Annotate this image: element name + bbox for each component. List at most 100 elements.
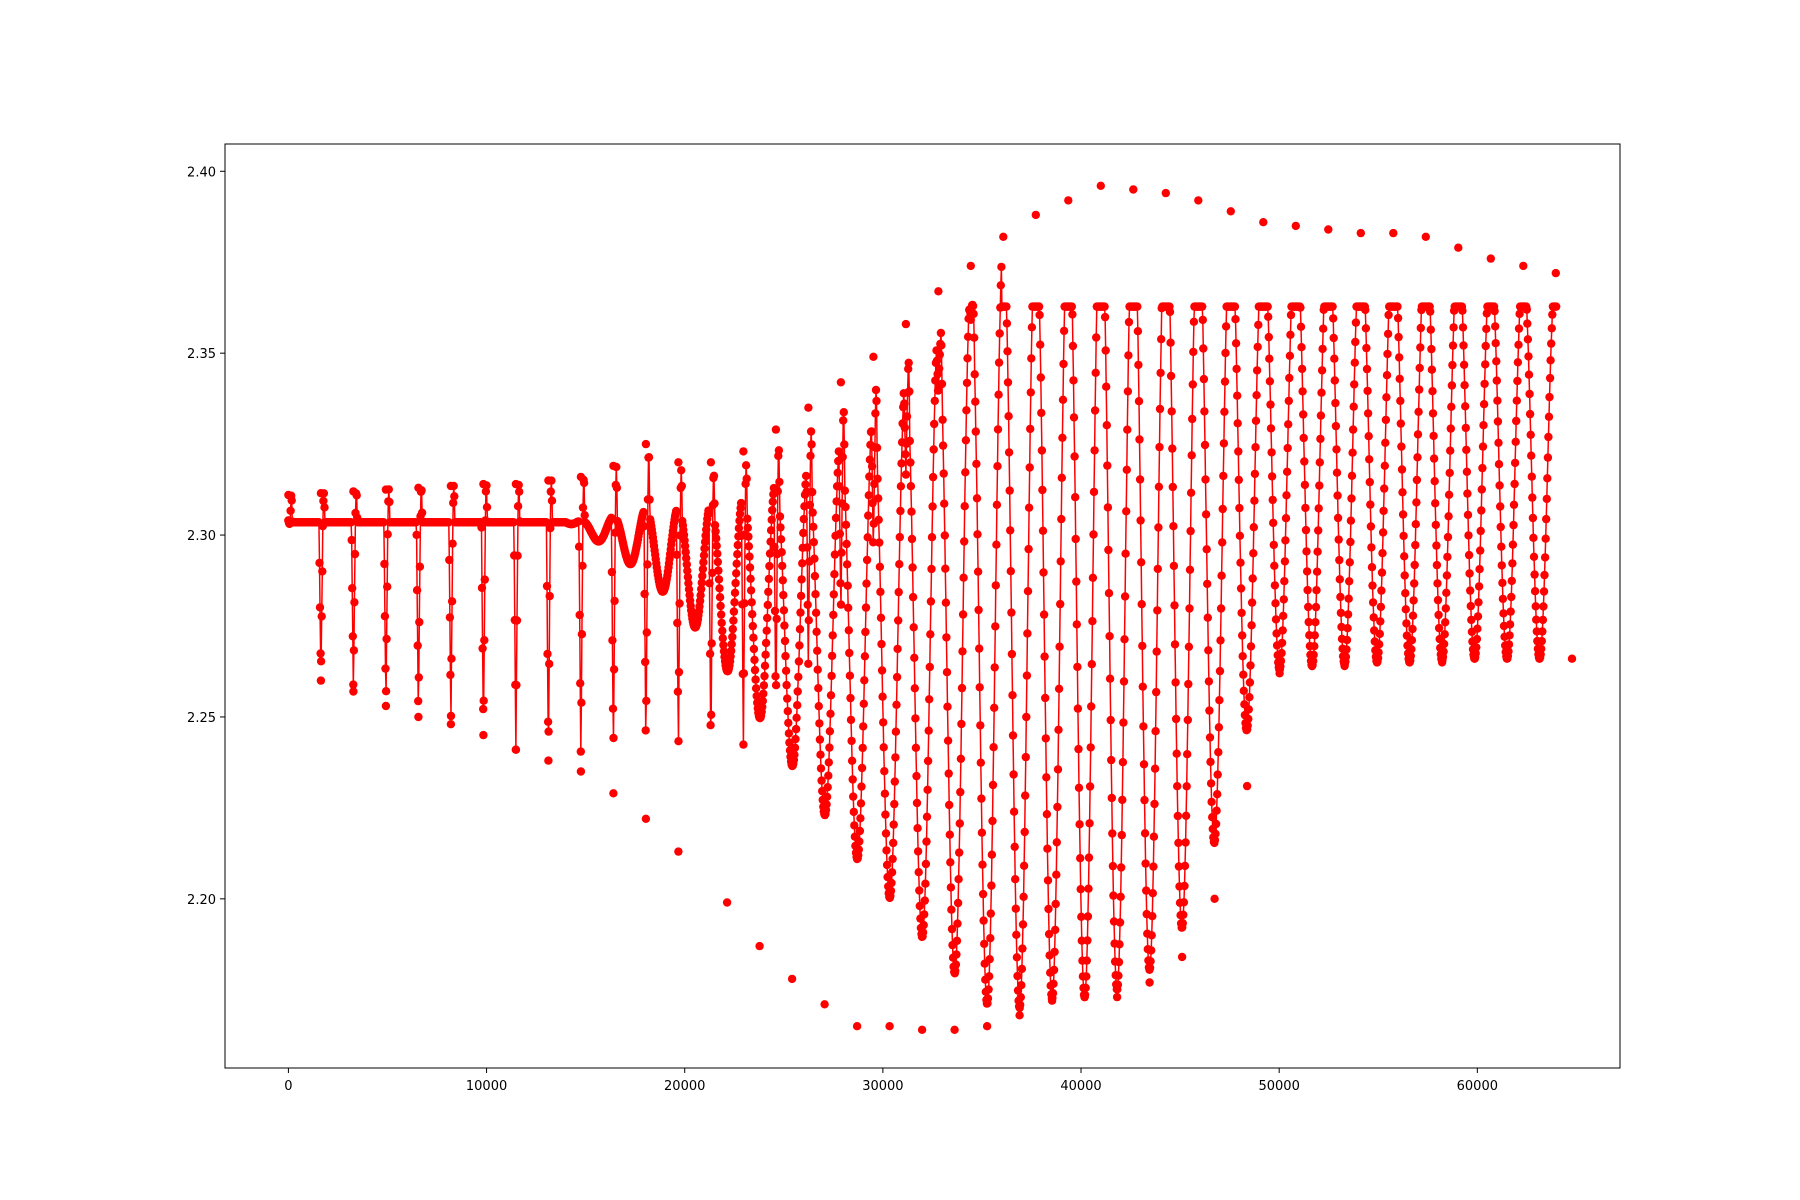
data-point [1210, 835, 1220, 845]
data-point [699, 558, 708, 567]
data-point [806, 427, 816, 436]
data-point [710, 521, 720, 530]
data-point [813, 646, 822, 655]
data-point [1002, 319, 1012, 328]
data-point [859, 699, 868, 708]
data-point [1463, 489, 1472, 498]
data-point [1439, 647, 1448, 656]
data-point [681, 547, 690, 557]
data-point [952, 936, 962, 945]
data-point [346, 518, 356, 527]
trough-point [544, 756, 553, 765]
data-point [1429, 431, 1438, 441]
data-point [1203, 579, 1212, 589]
data-point [961, 468, 970, 477]
data-point [1083, 936, 1092, 945]
data-point [1003, 378, 1013, 387]
data-point [1348, 425, 1358, 434]
data-point [1374, 648, 1383, 657]
data-point [973, 530, 982, 539]
data-point [960, 537, 969, 546]
data-point [1076, 854, 1085, 863]
data-point [1367, 543, 1376, 552]
data-point [1458, 323, 1468, 332]
data-point [1170, 640, 1180, 649]
data-point [1252, 391, 1261, 400]
data-point [1542, 514, 1551, 524]
data-point [1200, 440, 1210, 450]
peak-point [414, 483, 423, 492]
y-axis: 2.20 2.25 2.30 2.35 2.40 [187, 165, 225, 908]
data-point [1331, 398, 1340, 408]
data-point [1410, 560, 1419, 570]
data-point [1298, 387, 1307, 396]
data-point [1382, 371, 1392, 380]
data-point [1081, 983, 1090, 992]
data-point [1474, 582, 1484, 591]
data-point [926, 630, 935, 639]
data-point [1049, 965, 1059, 975]
data-point [1207, 797, 1216, 807]
data-point [920, 896, 929, 905]
data-point [768, 497, 777, 506]
data-point [1088, 617, 1097, 626]
data-point [824, 758, 833, 767]
data-point [991, 581, 1000, 590]
data-point [750, 665, 760, 675]
data-point [920, 910, 929, 919]
data-point [1361, 305, 1370, 315]
data-point [715, 584, 724, 593]
data-point [947, 924, 957, 934]
data-point [1508, 540, 1518, 549]
data-point [1345, 558, 1355, 567]
data-point [1119, 677, 1129, 686]
data-point [347, 535, 356, 545]
data-point [1072, 620, 1082, 629]
data-point [1400, 571, 1409, 580]
data-point [1540, 570, 1549, 580]
data-point [1511, 437, 1520, 446]
data-point [1181, 811, 1191, 820]
data-point [1089, 530, 1098, 539]
data-point [639, 522, 649, 531]
data-point [808, 508, 817, 517]
data-point [734, 524, 744, 533]
data-point [413, 641, 422, 650]
data-point [380, 612, 390, 621]
data-point [837, 548, 846, 557]
data-point [1477, 506, 1486, 515]
data-point [1151, 727, 1160, 736]
data-point [790, 750, 799, 759]
data-point [1448, 360, 1457, 370]
data-point [841, 520, 851, 529]
data-point [1221, 322, 1231, 331]
data-point [719, 640, 728, 650]
peak-point [1194, 196, 1203, 205]
data-point [1085, 782, 1095, 791]
data-point [867, 462, 877, 471]
data-point [928, 472, 938, 482]
data-point [935, 350, 944, 359]
data-point [740, 599, 749, 608]
data-point [383, 530, 392, 539]
data-point [1464, 550, 1474, 560]
data-point [1105, 632, 1114, 641]
plot-frame [224, 143, 1621, 1069]
data-point [1491, 322, 1500, 331]
data-point [915, 886, 924, 895]
data-point [1514, 324, 1524, 333]
data-point [1362, 364, 1372, 374]
data-point [806, 451, 815, 461]
data-point [513, 502, 523, 511]
data-point [771, 681, 781, 690]
data-point [1444, 512, 1453, 521]
data-point [1011, 904, 1020, 913]
data-point [1270, 581, 1280, 590]
data-point [1174, 862, 1184, 871]
trough-point [381, 701, 391, 711]
data-point [1250, 496, 1259, 505]
data-point [1377, 586, 1386, 595]
data-point [1508, 559, 1517, 568]
peak-point [771, 425, 781, 434]
data-point [1140, 829, 1150, 838]
